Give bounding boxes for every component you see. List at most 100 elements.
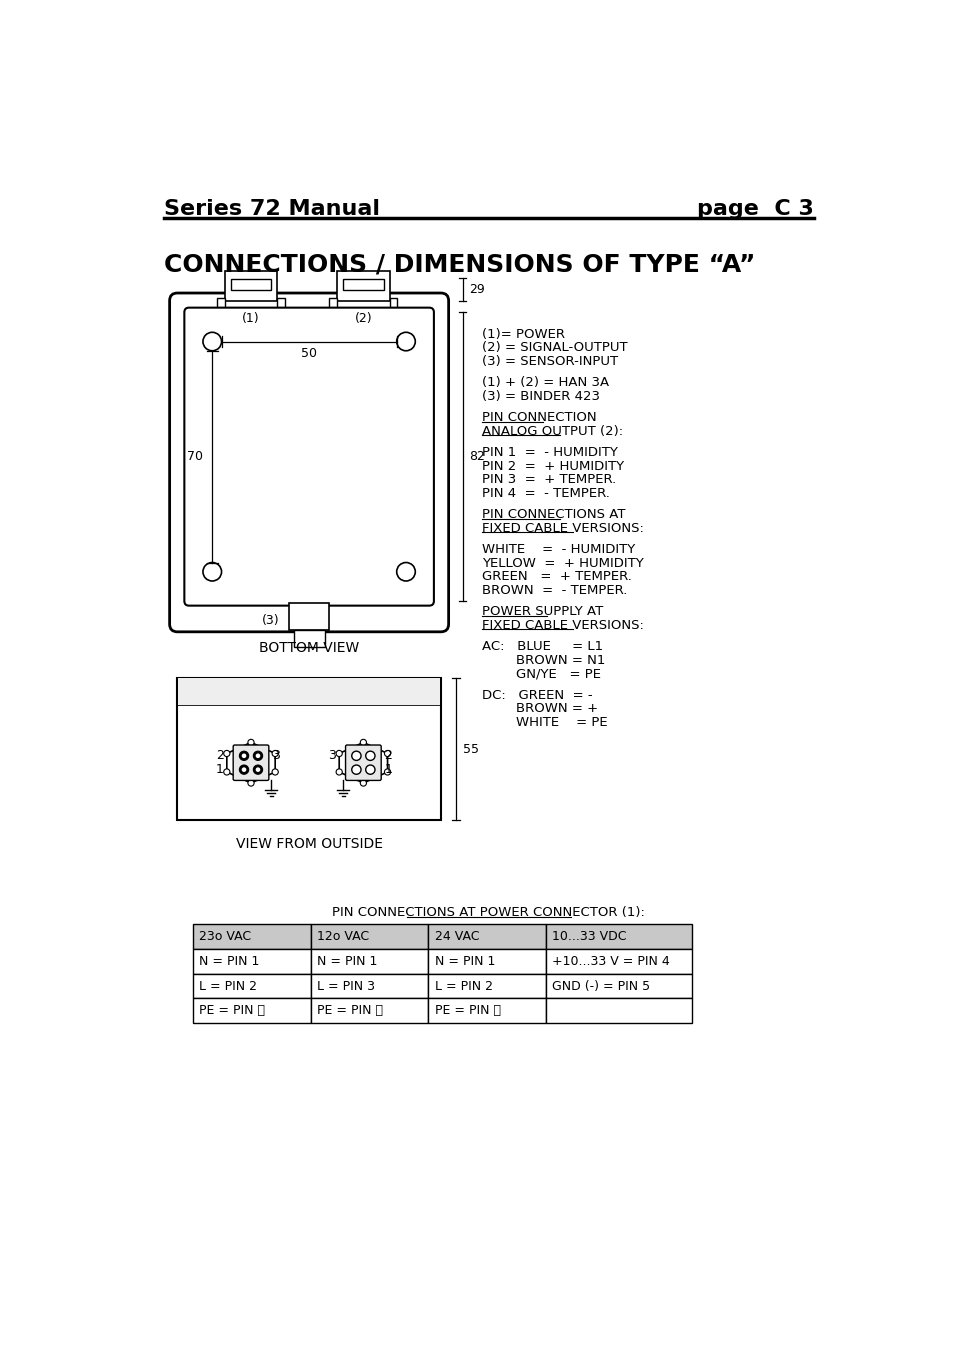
Text: L = PIN 2: L = PIN 2 — [199, 979, 256, 993]
Text: PE = PIN ⏚: PE = PIN ⏚ — [199, 1004, 265, 1017]
Bar — [177, 678, 440, 820]
Circle shape — [352, 751, 360, 761]
Text: 70: 70 — [187, 450, 203, 463]
Bar — [428, 998, 546, 1023]
Text: YELLOW  =  + HUMIDITY: YELLOW = + HUMIDITY — [481, 557, 643, 570]
Text: 23o VAC: 23o VAC — [199, 931, 251, 943]
Circle shape — [335, 750, 342, 757]
Bar — [546, 998, 691, 1023]
Circle shape — [248, 739, 253, 746]
Circle shape — [248, 780, 253, 786]
Text: N = PIN 1: N = PIN 1 — [199, 955, 259, 967]
Text: (2): (2) — [355, 312, 372, 326]
Text: (2) = SIGNAL-OUTPUT: (2) = SIGNAL-OUTPUT — [481, 342, 627, 354]
Circle shape — [241, 767, 246, 771]
Circle shape — [396, 562, 415, 581]
Bar — [428, 974, 546, 998]
Circle shape — [239, 765, 249, 774]
Bar — [231, 280, 271, 290]
Text: FIXED CABLE VERSIONS:: FIXED CABLE VERSIONS: — [481, 619, 643, 632]
Bar — [193, 924, 311, 948]
Text: L = PIN 2: L = PIN 2 — [435, 979, 492, 993]
Bar — [546, 974, 691, 998]
Text: +10...33 V = PIN 4: +10...33 V = PIN 4 — [552, 955, 670, 967]
Text: page  C 3: page C 3 — [696, 199, 813, 219]
Text: 3: 3 — [328, 750, 335, 762]
Text: PIN 4  =  - TEMPER.: PIN 4 = - TEMPER. — [481, 486, 609, 500]
Text: (1): (1) — [242, 312, 259, 326]
Text: (1)= POWER: (1)= POWER — [481, 328, 564, 340]
Bar — [311, 974, 428, 998]
Bar — [216, 297, 224, 308]
Bar — [343, 280, 383, 290]
Bar — [311, 998, 428, 1023]
Text: POWER SUPPLY AT: POWER SUPPLY AT — [481, 605, 602, 619]
Text: PIN 2  =  + HUMIDITY: PIN 2 = + HUMIDITY — [481, 459, 623, 473]
Text: DC:   GREEN  = -: DC: GREEN = - — [481, 689, 592, 701]
Text: PE = PIN ⏚: PE = PIN ⏚ — [435, 1004, 500, 1017]
Circle shape — [224, 769, 230, 775]
Text: 1: 1 — [384, 763, 392, 777]
Text: Series 72 Manual: Series 72 Manual — [164, 199, 380, 219]
Bar — [336, 272, 390, 301]
Bar — [178, 678, 439, 705]
Text: WHITE    = PE: WHITE = PE — [481, 716, 607, 728]
Bar — [428, 924, 546, 948]
Text: (3) = BINDER 423: (3) = BINDER 423 — [481, 389, 599, 403]
Text: (1) + (2) = HAN 3A: (1) + (2) = HAN 3A — [481, 376, 608, 389]
Circle shape — [253, 751, 262, 761]
Circle shape — [384, 750, 390, 757]
Text: 2: 2 — [384, 750, 392, 762]
Bar — [311, 924, 428, 948]
Bar — [193, 974, 311, 998]
Bar — [428, 948, 546, 974]
Circle shape — [241, 754, 246, 758]
Text: L = PIN 3: L = PIN 3 — [316, 979, 375, 993]
Text: 2: 2 — [215, 750, 224, 762]
Bar — [224, 272, 277, 301]
Text: BROWN  =  - TEMPER.: BROWN = - TEMPER. — [481, 584, 627, 597]
Circle shape — [272, 769, 278, 775]
Bar — [294, 631, 324, 647]
Text: N = PIN 1: N = PIN 1 — [435, 955, 495, 967]
Text: PIN CONNECTIONS AT: PIN CONNECTIONS AT — [481, 508, 625, 521]
Text: 3: 3 — [272, 750, 279, 762]
Text: (3): (3) — [261, 613, 279, 627]
Circle shape — [255, 754, 260, 758]
FancyBboxPatch shape — [184, 308, 434, 605]
Circle shape — [360, 780, 366, 786]
Bar — [311, 948, 428, 974]
Circle shape — [253, 765, 262, 774]
Bar — [193, 948, 311, 974]
Text: (3) = SENSOR-INPUT: (3) = SENSOR-INPUT — [481, 354, 618, 367]
Circle shape — [272, 750, 278, 757]
Text: 1: 1 — [215, 763, 224, 777]
Text: GN/YE   = PE: GN/YE = PE — [481, 667, 600, 681]
Text: 55: 55 — [463, 743, 478, 755]
Circle shape — [360, 739, 366, 746]
FancyBboxPatch shape — [345, 744, 381, 781]
Text: VIEW FROM OUTSIDE: VIEW FROM OUTSIDE — [235, 838, 382, 851]
Text: 50: 50 — [301, 347, 316, 361]
Circle shape — [224, 750, 230, 757]
Text: FIXED CABLE VERSIONS:: FIXED CABLE VERSIONS: — [481, 521, 643, 535]
Text: 82: 82 — [469, 450, 485, 463]
Text: N = PIN 1: N = PIN 1 — [316, 955, 376, 967]
Circle shape — [239, 751, 249, 761]
Bar — [390, 297, 397, 308]
Text: BOTTOM VIEW: BOTTOM VIEW — [258, 642, 359, 655]
Text: GND (-) = PIN 5: GND (-) = PIN 5 — [552, 979, 650, 993]
Circle shape — [365, 751, 375, 761]
Circle shape — [396, 332, 415, 351]
Bar — [193, 998, 311, 1023]
Text: ANALOG OUTPUT (2):: ANALOG OUTPUT (2): — [481, 424, 622, 438]
Text: 29: 29 — [469, 282, 485, 296]
Text: 12o VAC: 12o VAC — [316, 931, 369, 943]
Text: 10...33 VDC: 10...33 VDC — [552, 931, 626, 943]
Text: AC:   BLUE     = L1: AC: BLUE = L1 — [481, 640, 602, 654]
Bar — [329, 297, 336, 308]
Text: BROWN = N1: BROWN = N1 — [481, 654, 605, 667]
Text: PIN CONNECTION: PIN CONNECTION — [481, 411, 596, 424]
Text: PIN CONNECTIONS AT POWER CONNECTOR (1):: PIN CONNECTIONS AT POWER CONNECTOR (1): — [333, 907, 644, 919]
Text: PIN 1  =  - HUMIDITY: PIN 1 = - HUMIDITY — [481, 446, 618, 459]
